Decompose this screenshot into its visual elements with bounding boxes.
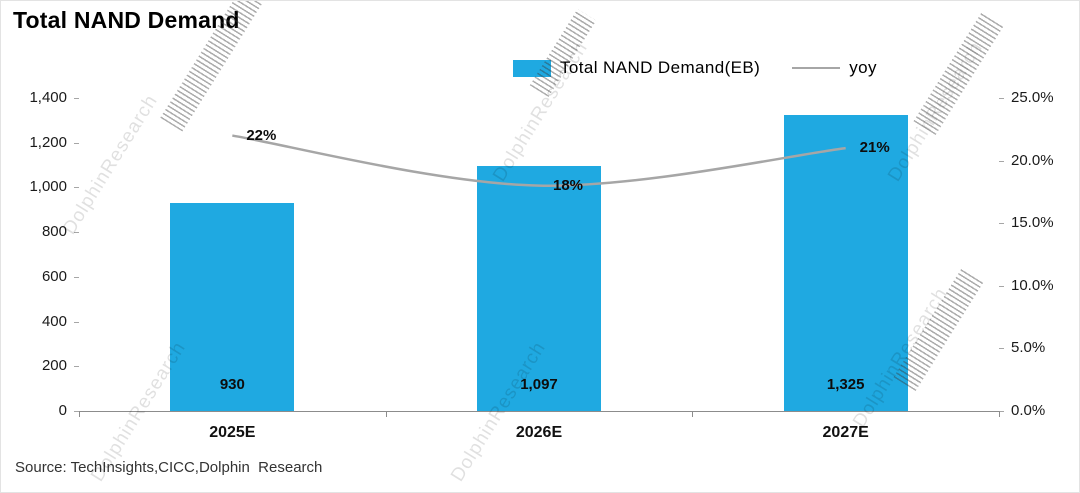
right-axis-tick	[999, 411, 1004, 412]
left-axis-tick-label: 1,400	[29, 89, 67, 106]
left-axis-tick	[74, 276, 79, 278]
left-axis-tick-label: 200	[41, 357, 67, 375]
bar-2026E	[477, 165, 601, 411]
legend-line-label: yoy	[849, 58, 877, 77]
yoy-point-label: 22%	[246, 126, 277, 144]
left-axis-tick-label: 800	[41, 223, 67, 241]
chart-title: Total NAND Demand	[13, 7, 240, 33]
right-axis-tick-label: 10.0%	[1011, 276, 1054, 294]
right-axis-tick	[999, 285, 1004, 287]
left-axis-tick-label: 0	[58, 402, 67, 419]
legend-bar-label: Total NAND Demand(EB)	[560, 58, 761, 77]
bar-value-label: 1,097	[520, 376, 558, 393]
left-axis-tick	[74, 411, 79, 412]
left-axis-tick	[74, 232, 79, 234]
legend-line-swatch	[792, 67, 841, 69]
left-axis-tick-label: 1,000	[29, 178, 67, 196]
right-axis-tick	[999, 223, 1004, 225]
left-axis-tick	[74, 187, 79, 189]
bar-2025E	[170, 203, 295, 411]
yoy-line-chart	[232, 134, 846, 187]
x-axis-category-label: 2026E	[515, 424, 563, 441]
x-axis-tick	[999, 411, 1000, 417]
left-axis-tick	[74, 98, 79, 99]
right-axis-tick-label: 25.0%	[1011, 89, 1054, 106]
bar-2027E	[783, 114, 908, 411]
left-axis-tick	[74, 142, 79, 144]
right-axis-tick	[999, 348, 1004, 350]
right-axis-tick-label: 20.0%	[1011, 151, 1054, 169]
x-axis-category-label: 2025E	[209, 424, 256, 441]
left-axis-tick	[74, 366, 79, 368]
left-axis-tick	[74, 321, 79, 323]
right-axis-tick-label: 0.0%	[1011, 402, 1046, 419]
right-axis-tick	[999, 160, 1004, 162]
left-axis-tick-label: 1,200	[29, 133, 67, 151]
yoy-line-path	[232, 134, 846, 187]
x-axis-line	[79, 411, 999, 412]
right-axis-tick	[999, 98, 1004, 99]
bar-value-label: 930	[219, 376, 245, 393]
x-axis-tick	[385, 411, 387, 417]
left-axis-tick-label: 400	[41, 312, 67, 330]
bar-value-label: 1,325	[826, 376, 865, 393]
source-note: Source: TechInsights,CICC,Dolphin Resear…	[15, 459, 323, 476]
right-axis-tick-label: 5.0%	[1011, 339, 1046, 357]
right-axis-tick-label: 15.0%	[1011, 214, 1054, 232]
x-axis-tick	[79, 411, 80, 417]
legend-bar-swatch	[513, 59, 551, 77]
plot-area: 930 1,097 1,325 22% 18% 21%	[79, 98, 999, 411]
x-axis-category-label: 2027E	[822, 424, 869, 441]
yoy-point-label: 21%	[859, 139, 890, 157]
x-axis-tick	[692, 411, 694, 417]
yoy-point-label: 18%	[553, 176, 584, 194]
left-axis-tick-label: 600	[41, 267, 67, 285]
legend: Total NAND Demand(EB) yoy	[513, 58, 877, 78]
